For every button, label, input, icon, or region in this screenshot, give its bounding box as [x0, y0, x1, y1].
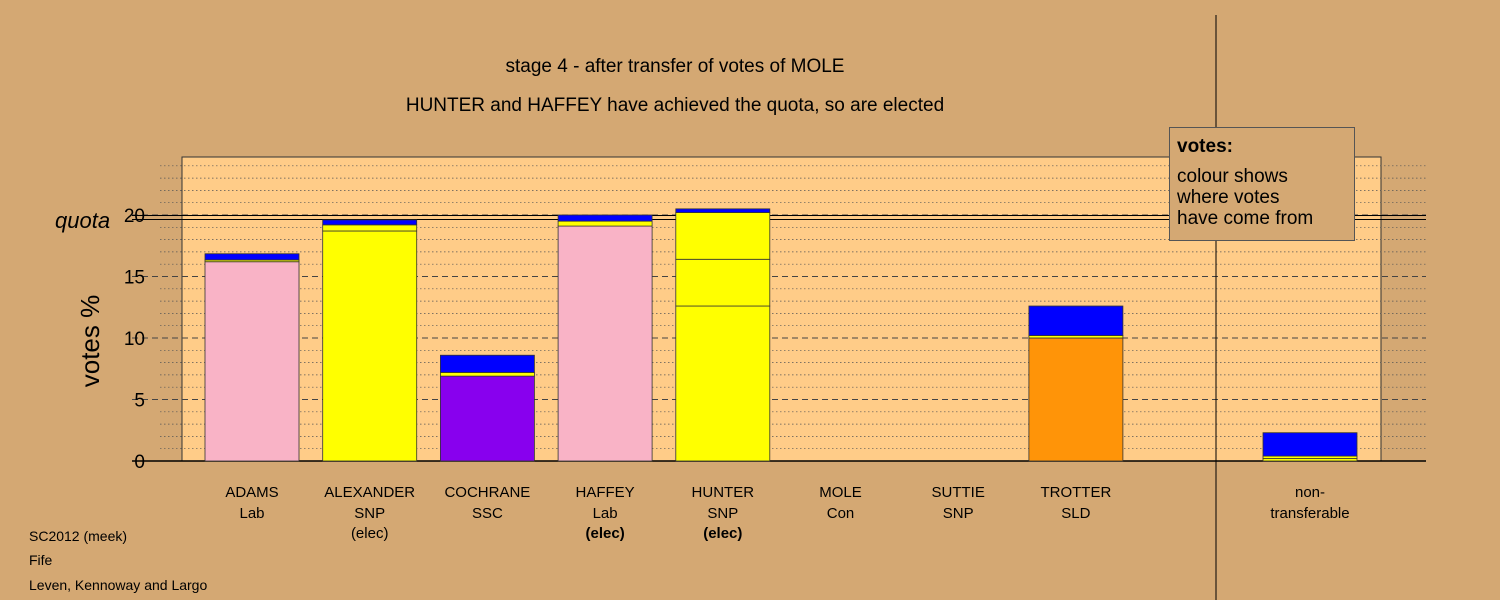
bar-segment-haffey [557, 214, 653, 222]
category-name: ALEXANDER [324, 484, 415, 501]
category-name: TROTTER [1040, 484, 1111, 501]
y-axis-label: votes % [75, 295, 105, 388]
nontransferable-label: non- [1295, 484, 1325, 501]
chart-title: stage 4 - after transfer of votes of MOL… [506, 56, 845, 77]
bar-segment-hunter [675, 208, 771, 213]
bar-segment-cochrane [439, 354, 535, 373]
bar-segment-trotter [1028, 337, 1124, 462]
y-tick-label: 5 [134, 391, 145, 412]
category-party: SLD [1061, 505, 1090, 522]
bar-segment-cochrane [439, 375, 535, 462]
bar-segment-adams [204, 261, 300, 462]
category-name: COCHRANE [444, 484, 530, 501]
footer-system: SC2012 (meek) [29, 528, 127, 544]
category-name: HAFFEY [576, 484, 635, 501]
legend: votes: colour shows where votes have com… [1169, 127, 1355, 241]
bar-segment-hunter [675, 212, 771, 260]
y-tick-label: 20 [124, 206, 145, 227]
nontransferable-label: transferable [1270, 505, 1349, 522]
legend-line: colour shows [1177, 166, 1288, 187]
category-status: (elec) [586, 525, 625, 542]
category-party: Con [827, 505, 855, 522]
category-party: SNP [943, 505, 974, 522]
bars [204, 208, 1358, 462]
y-tick-labels: 0 5 10 15 20 [124, 206, 145, 473]
category-party: SNP [707, 505, 738, 522]
category-status: (elec) [351, 525, 389, 542]
chart-subtitle: HUNTER and HAFFEY have achieved the quot… [406, 95, 944, 116]
bar-segment-nontransferable [1262, 432, 1358, 457]
bar-segment-alexander [322, 230, 418, 462]
legend-title: votes: [1177, 136, 1233, 157]
legend-body: colour shows where votes have come from [1177, 166, 1347, 229]
y-tick-label: 15 [124, 268, 145, 289]
bar-segment-haffey [557, 225, 653, 462]
bar-segment-trotter [1028, 305, 1124, 336]
y-tick-label: 0 [134, 452, 145, 473]
category-status: (elec) [703, 525, 742, 542]
footer-ward: Leven, Kennoway and Largo [29, 577, 207, 593]
category-party: SNP [354, 505, 385, 522]
bar-segment-alexander [322, 224, 418, 232]
bar-segment-hunter [675, 305, 771, 462]
bar-segment-cochrane [439, 372, 535, 377]
category-party: SSC [472, 505, 503, 522]
bar-segment-adams [204, 253, 300, 261]
footer-council: Fife [29, 552, 53, 568]
category-name: ADAMS [225, 484, 278, 501]
y-tick-label: 10 [124, 329, 145, 350]
bar-segment-hunter [675, 258, 771, 307]
category-name: HUNTER [692, 484, 755, 501]
category-party: Lab [239, 505, 264, 522]
bar-segment-haffey [557, 220, 653, 227]
quota-label: quota [55, 208, 110, 233]
category-name: MOLE [819, 484, 862, 501]
legend-line: have come from [1177, 208, 1314, 229]
legend-line: where votes [1177, 187, 1280, 208]
bar-segment-alexander [322, 219, 418, 226]
category-party: Lab [593, 505, 618, 522]
category-name: SUTTIE [932, 484, 985, 501]
category-labels: ADAMS Lab ALEXANDER SNP (elec) COCHRANE SSC HAF… [225, 484, 1349, 542]
